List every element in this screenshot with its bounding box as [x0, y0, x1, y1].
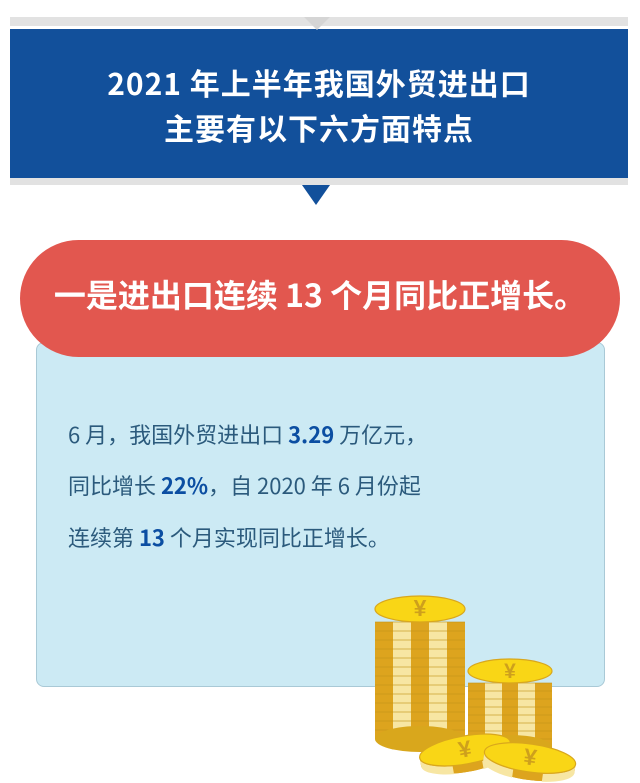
- svg-text:¥: ¥: [414, 595, 427, 621]
- svg-text:¥: ¥: [504, 660, 516, 683]
